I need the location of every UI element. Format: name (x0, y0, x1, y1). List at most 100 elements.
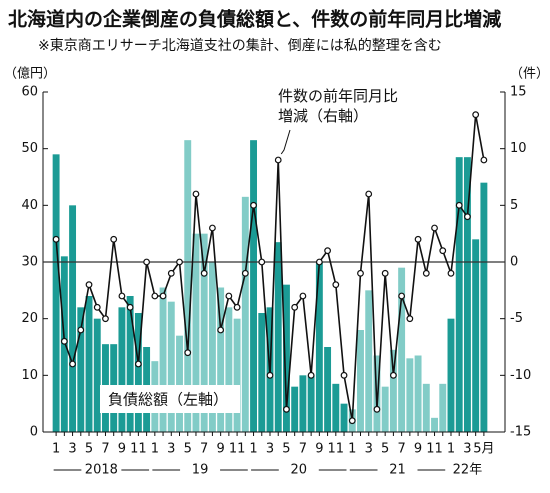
x-tick-label: 3 (167, 442, 175, 457)
group-label-bg (180, 462, 221, 478)
bar (200, 233, 208, 432)
x-tick-label: 9 (414, 442, 422, 457)
point (406, 315, 414, 323)
x-tick-label: 11 (229, 442, 246, 457)
bar (307, 375, 315, 432)
point (69, 360, 76, 368)
bar (208, 262, 216, 432)
y-tick-label: 0 (30, 425, 38, 440)
bar (192, 233, 200, 432)
point (250, 201, 257, 209)
point (143, 258, 151, 266)
point (233, 303, 241, 311)
point (126, 303, 134, 311)
point (217, 326, 225, 334)
group-label-bg (447, 462, 488, 478)
bar (225, 307, 233, 432)
x-tick-label: 7 (299, 442, 307, 457)
y2-tick-label: 15 (510, 85, 527, 100)
annotation-bg (270, 82, 430, 130)
point (480, 156, 488, 164)
bar (274, 242, 282, 432)
point (93, 303, 101, 311)
x-tick-label: 1 (348, 442, 356, 457)
point (118, 292, 126, 300)
x-tick-label: 3 (365, 442, 373, 457)
bar (340, 403, 348, 432)
bar (184, 140, 192, 432)
x-tick-label: 1 (249, 442, 257, 457)
x-tick-label: 1 (447, 442, 455, 457)
point (192, 190, 200, 198)
point (315, 258, 323, 266)
bar (389, 349, 397, 432)
y-tick-label: 50 (21, 141, 38, 156)
group-label-bg (278, 462, 319, 478)
x-group-label: 2018 (85, 463, 118, 478)
bar (159, 287, 167, 432)
bar (167, 301, 175, 432)
chart-subtitle: ※東京商エリサーチ北海道支社の集計、倒産には私的整理を含む (38, 37, 442, 54)
y-tick-label: 10 (21, 368, 38, 383)
bar (69, 205, 77, 432)
bar (357, 330, 364, 432)
point (60, 337, 68, 345)
bar (398, 267, 406, 432)
bar (406, 358, 414, 432)
y-tick-label: 60 (21, 85, 38, 100)
y2-tick-label: 10 (510, 141, 527, 156)
group-label-bg (81, 462, 122, 478)
point (209, 224, 216, 232)
bar (233, 318, 241, 432)
point (266, 371, 274, 379)
bar (431, 417, 438, 432)
y-tick-label: 40 (21, 198, 38, 213)
point (389, 371, 397, 379)
chart-title: 北海道内の企業倒産の負債総額と、件数の前年同月比増減 (8, 8, 501, 31)
bar (291, 386, 299, 432)
x-tick-label: 1 (151, 442, 159, 457)
x-tick-label: 5 (282, 442, 290, 457)
point (159, 292, 167, 300)
point (85, 281, 93, 289)
bar (422, 383, 430, 432)
x-tick-label: 3 (266, 442, 274, 457)
point (357, 269, 364, 277)
y2-tick-label: -5 (510, 311, 523, 326)
bar (282, 284, 290, 432)
bar (299, 375, 307, 432)
point (167, 269, 175, 277)
x-tick-label: 5 (85, 442, 93, 457)
point (258, 258, 266, 266)
point (225, 292, 233, 300)
point (431, 224, 438, 232)
x-tick-label: 11 (426, 442, 443, 457)
bar (134, 313, 142, 432)
bar (381, 386, 389, 432)
point (77, 326, 85, 334)
y-axis-label: （億円） (4, 66, 56, 82)
point (455, 201, 463, 209)
x-tick-label: 7 (200, 442, 208, 457)
point (324, 247, 331, 255)
point (414, 235, 422, 243)
bar (250, 140, 258, 432)
y2-tick-label: 0 (510, 255, 518, 270)
bar (365, 290, 373, 432)
bar (77, 307, 85, 432)
point (365, 190, 373, 198)
x-tick-label: 11 (130, 442, 147, 457)
point (332, 281, 340, 289)
bar (217, 287, 225, 432)
point (348, 417, 356, 425)
point (134, 360, 142, 368)
bar (126, 296, 134, 432)
annotation-pointer (280, 129, 291, 155)
bar (414, 355, 422, 432)
point (447, 269, 455, 277)
x-group-label: 19 (192, 463, 209, 478)
y2-axis-label: （件） (510, 67, 549, 82)
x-group-label: 21 (389, 463, 406, 478)
line-series-label: 件数の前年同月比増減（右軸） (278, 87, 398, 125)
x-tick-label: 9 (118, 442, 126, 457)
